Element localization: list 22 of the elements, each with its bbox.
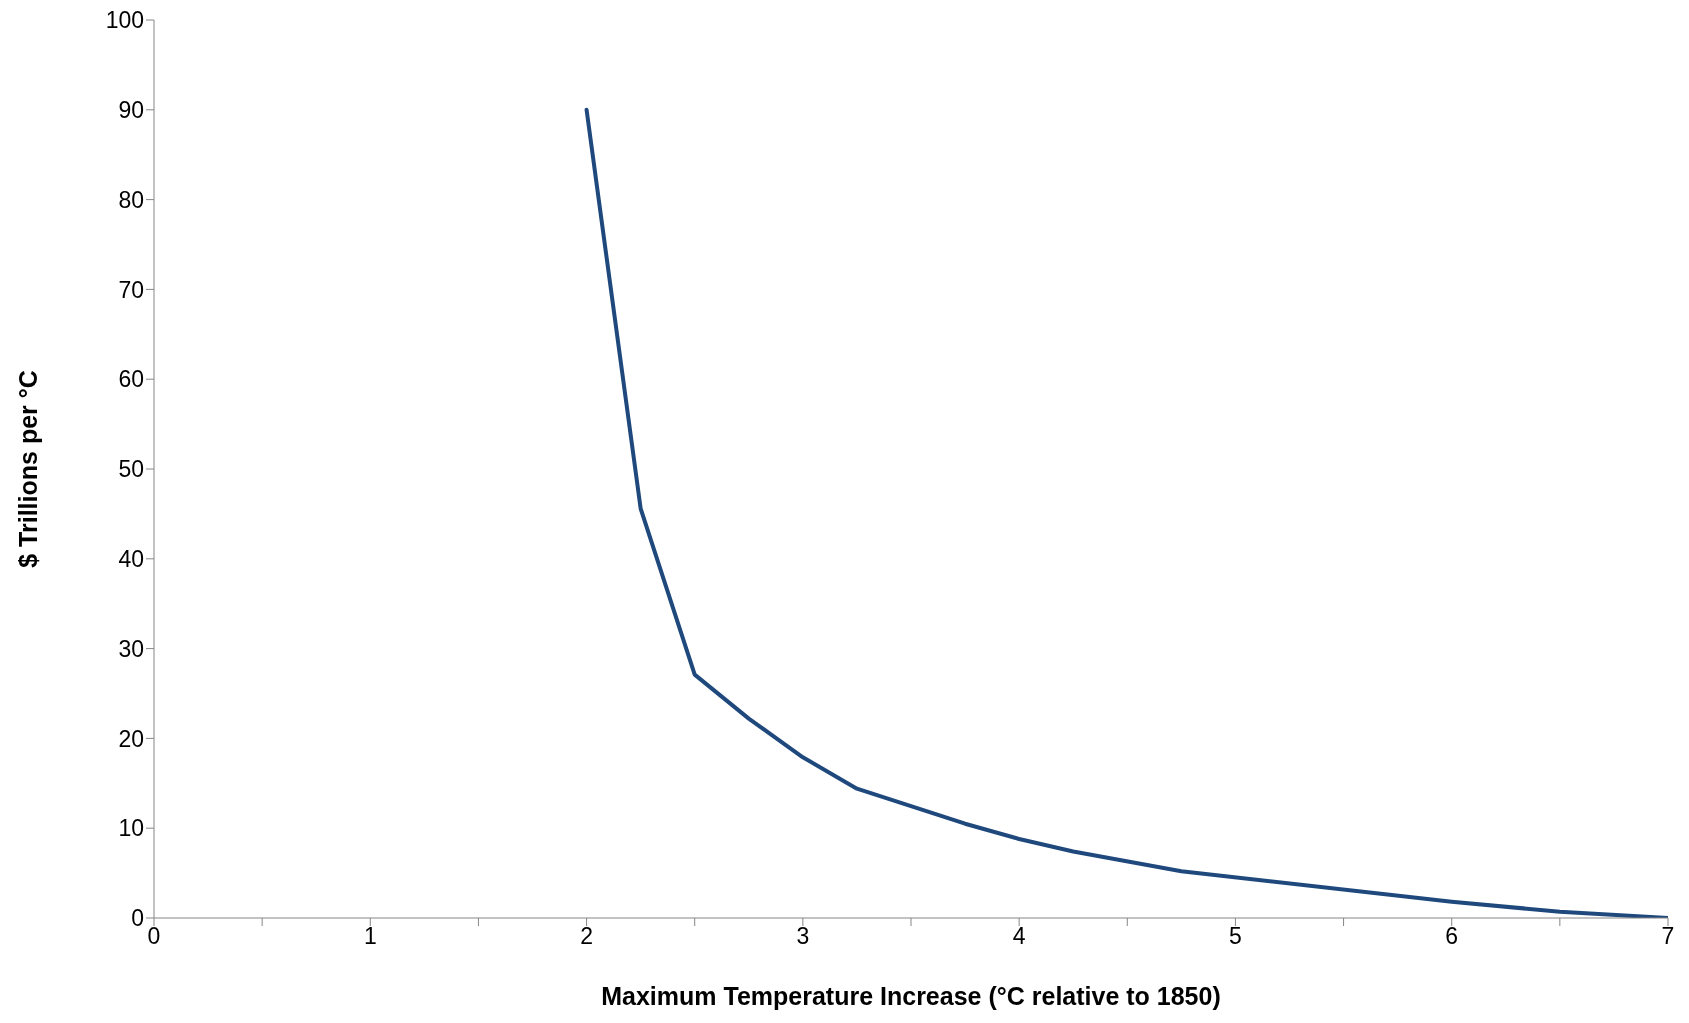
- x-tick-label: 7: [1661, 923, 1675, 950]
- y-tick-label: 0: [131, 905, 144, 932]
- y-axis-title: $ Trillions per °C: [13, 370, 42, 568]
- y-tick-label: 100: [105, 7, 144, 34]
- x-tick-label: 5: [1229, 923, 1242, 950]
- y-tick-label: 70: [118, 276, 144, 303]
- y-tick-label: 40: [118, 545, 144, 572]
- x-axis-title: Maximum Temperature Increase (°C relative to 1850): [601, 982, 1221, 1010]
- x-tick-label: 4: [1012, 923, 1026, 950]
- line-series: [584, 107, 1668, 918]
- y-tick-label: 20: [118, 725, 144, 752]
- y-tick-label: 60: [118, 366, 144, 393]
- y-tick-label: 30: [118, 635, 144, 662]
- y-tick-label: 80: [118, 186, 144, 213]
- x-tick-label: 0: [147, 923, 161, 950]
- y-tick-label: 10: [118, 815, 144, 842]
- x-tick-label: 1: [363, 923, 377, 950]
- y-tick-label: 50: [118, 456, 144, 483]
- x-tick-label: 2: [580, 923, 593, 950]
- x-tick-label: 3: [796, 923, 810, 950]
- x-tick-label: 6: [1445, 923, 1459, 950]
- y-tick-label: 90: [118, 96, 144, 123]
